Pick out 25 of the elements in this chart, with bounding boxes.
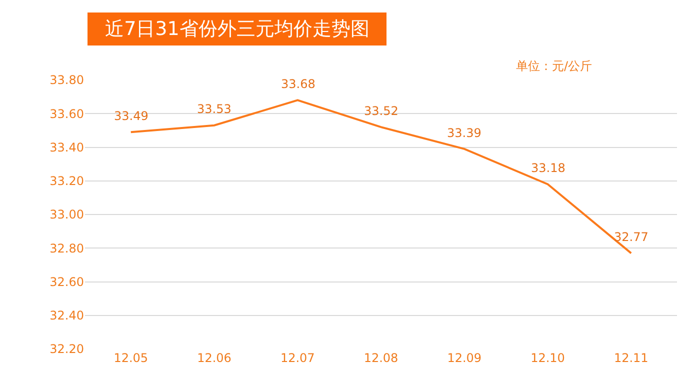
y-tick-label: 32.20 (50, 342, 84, 356)
data-label: 33.52 (364, 104, 398, 118)
x-tick-label: 12.07 (280, 351, 315, 365)
y-tick-label: 33.80 (50, 73, 84, 88)
y-tick-label: 33.00 (50, 208, 84, 222)
text: 单位：元/公斤 (516, 59, 592, 73)
y-tick-label: 32.60 (50, 274, 84, 289)
x-tick-label: 12.10 (530, 351, 565, 365)
x-tick-label: 12.08 (364, 351, 398, 365)
chart-title: 近7日31省份外三元均价走势图 (93, 18, 382, 40)
x-tick-label: 12.09 (447, 351, 482, 365)
x-tick-label: 12.06 (197, 351, 232, 365)
x-tick-label: 12.11 (614, 351, 648, 365)
data-label: 32.77 (614, 230, 648, 244)
y-tick-label: 33.40 (50, 140, 84, 154)
x-tick-label: 12.05 (114, 351, 148, 365)
data-label: 33.18 (531, 161, 566, 175)
y-tick-label: 32.80 (50, 241, 84, 256)
data-label: 33.49 (114, 109, 148, 123)
data-label: 33.68 (281, 77, 316, 91)
y-tick-label: 32.40 (50, 308, 84, 323)
data-label: 33.39 (447, 126, 482, 140)
y-tick-label: 33.60 (50, 106, 84, 121)
data-label: 33.53 (197, 102, 232, 116)
y-tick-label: 33.20 (50, 174, 84, 188)
